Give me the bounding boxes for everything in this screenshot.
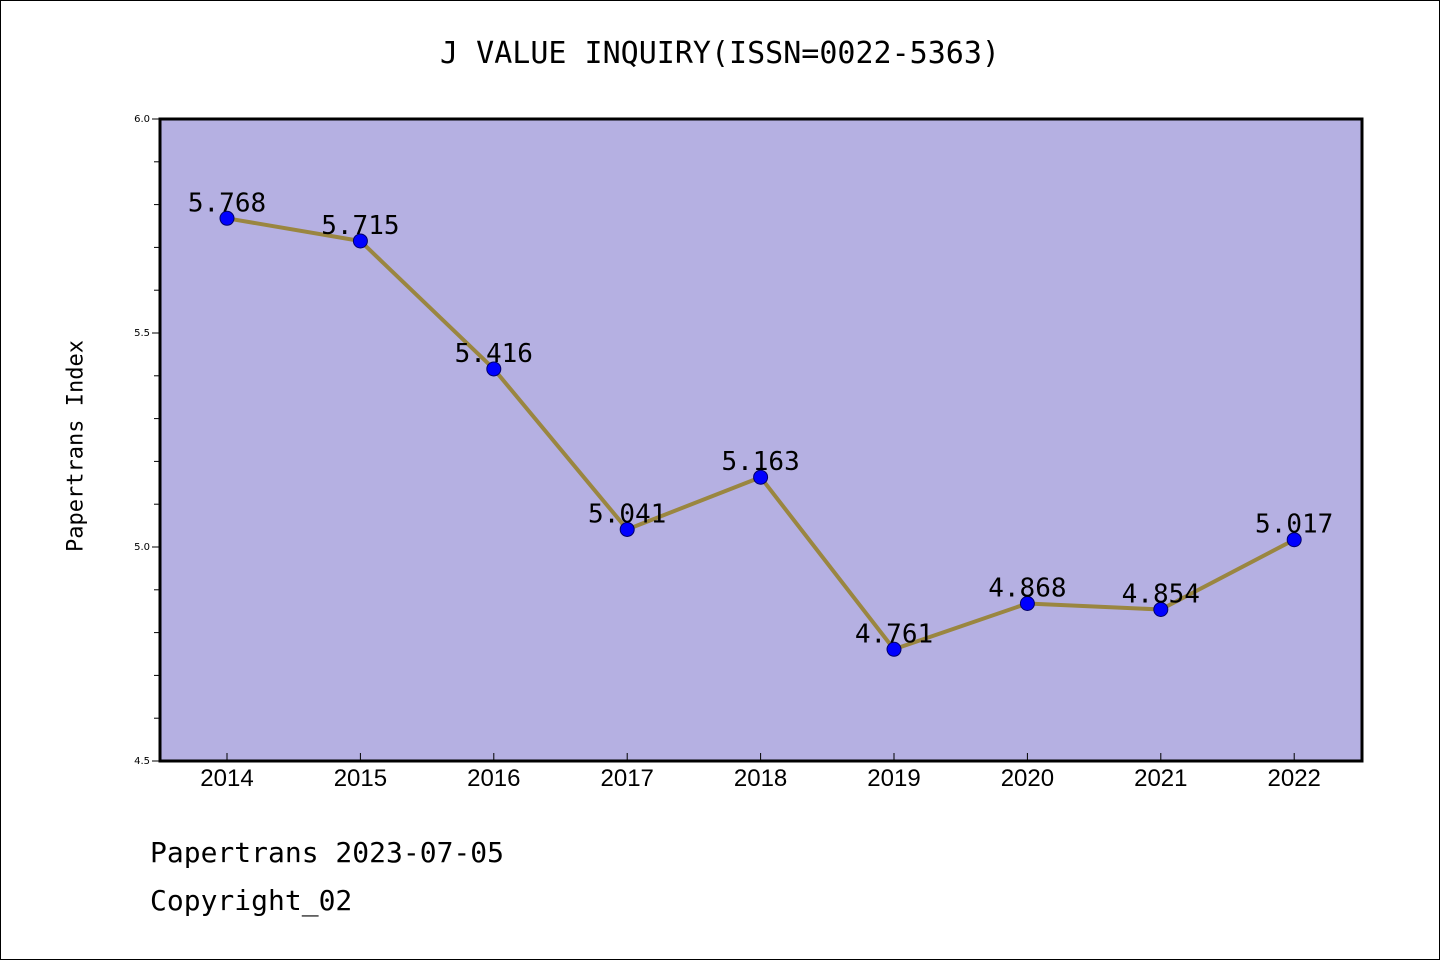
x-tick-label: 2020 — [1001, 765, 1054, 792]
data-point — [1019, 595, 1035, 611]
x-tick-label: 2014 — [200, 765, 253, 792]
x-tick-label: 2016 — [467, 765, 520, 792]
data-point — [1286, 532, 1302, 548]
data-label: 5.416 — [455, 339, 533, 369]
x-tick-label: 2019 — [867, 765, 920, 792]
y-axis: 4.5 5.0 5.5 6.0 — [134, 114, 160, 767]
y-tick-label: 6.0 — [134, 114, 150, 125]
footer-date: Papertrans 2023-07-05 — [150, 836, 505, 869]
x-tick-label: 2021 — [1134, 765, 1187, 792]
x-tick-label: 2018 — [734, 765, 787, 792]
data-label: 4.761 — [855, 619, 933, 649]
data-point — [1153, 601, 1169, 617]
data-point — [619, 521, 635, 537]
data-label: 5.768 — [188, 188, 266, 218]
data-label: 4.854 — [1122, 579, 1200, 609]
data-point — [352, 233, 368, 249]
y-tick-label: 5.0 — [134, 542, 150, 553]
footer-copyright: Copyright_02 — [150, 884, 353, 917]
data-label: 5.715 — [321, 211, 399, 241]
y-tick-label: 5.5 — [134, 328, 150, 339]
data-point — [886, 641, 902, 657]
x-tick-label: 2022 — [1268, 765, 1321, 792]
data-label: 5.163 — [721, 447, 799, 477]
chart-title: J VALUE INQUIRY(ISSN=0022-5363) — [440, 36, 1000, 71]
data-label: 5.041 — [588, 499, 666, 529]
x-tick-label: 2017 — [601, 765, 654, 792]
data-label: 5.017 — [1255, 510, 1333, 540]
data-point — [486, 361, 502, 377]
data-labels: 5.768 5.715 5.416 5.041 5.163 4.761 4.868 4.854… — [188, 188, 1333, 649]
x-tick-label: 2015 — [334, 765, 387, 792]
plot-area — [158, 117, 1364, 763]
x-axis: 2014 2015 2016 2017 2018 2019 2020 2021 2022 — [200, 753, 1321, 792]
data-point — [753, 469, 769, 485]
data-points — [219, 210, 1302, 657]
y-tick-label: 4.5 — [134, 756, 150, 767]
data-label: 4.868 — [988, 573, 1066, 603]
data-point — [219, 210, 235, 226]
